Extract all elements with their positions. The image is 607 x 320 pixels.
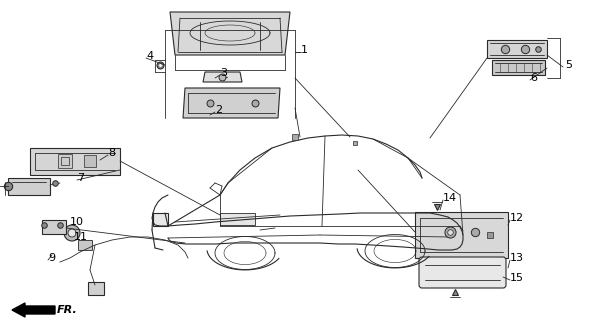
Bar [220, 213, 255, 225]
Text: 8: 8 [108, 148, 115, 158]
Text: 1: 1 [301, 45, 308, 55]
Polygon shape [492, 60, 545, 75]
Text: 12: 12 [510, 213, 524, 223]
Text: 14: 14 [443, 193, 457, 203]
Text: 2: 2 [215, 105, 222, 115]
Text: 3: 3 [220, 68, 227, 78]
Text: 6: 6 [530, 73, 537, 83]
Circle shape [64, 225, 80, 241]
Polygon shape [487, 40, 547, 58]
Text: FR.: FR. [57, 305, 78, 315]
Text: 9: 9 [48, 253, 55, 263]
Polygon shape [153, 213, 168, 226]
Text: 13: 13 [510, 253, 524, 263]
Text: 10: 10 [70, 217, 84, 227]
Circle shape [68, 229, 76, 237]
FancyBboxPatch shape [419, 257, 506, 288]
Polygon shape [460, 226, 463, 240]
Polygon shape [170, 12, 290, 55]
Polygon shape [12, 303, 55, 317]
Polygon shape [88, 282, 104, 295]
Text: 5: 5 [565, 60, 572, 70]
Text: 7: 7 [77, 173, 84, 183]
Text: 15: 15 [510, 273, 524, 283]
Text: 4: 4 [146, 51, 153, 61]
Polygon shape [422, 260, 503, 285]
Polygon shape [30, 148, 120, 175]
Polygon shape [42, 220, 66, 234]
Text: 11: 11 [74, 232, 88, 242]
Polygon shape [183, 88, 280, 118]
Polygon shape [203, 72, 242, 82]
Polygon shape [415, 212, 508, 258]
Polygon shape [78, 240, 92, 250]
Polygon shape [8, 178, 50, 195]
